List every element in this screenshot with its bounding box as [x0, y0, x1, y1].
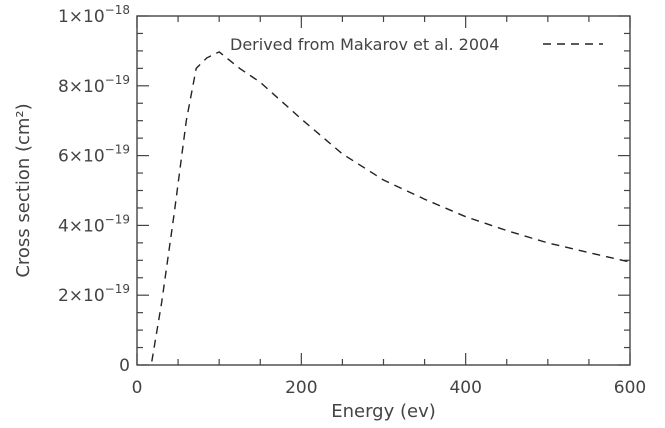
x-tick-label: 200 — [285, 378, 317, 398]
y-tick-label: 6×10−19 — [58, 143, 130, 167]
x-tick-labels: 0 200 400 600 — [132, 378, 647, 398]
plot-frame — [136, 15, 631, 366]
y-tick-label: 1×10−18 — [58, 3, 130, 27]
y-tick-label: 4×10−19 — [58, 212, 130, 236]
x-tick-label: 600 — [614, 378, 646, 398]
x-axis-title: Energy (ev) — [331, 401, 436, 422]
y-tick-label: 8×10−19 — [58, 73, 130, 97]
series-line — [151, 51, 631, 362]
axis-ticks — [136, 15, 631, 366]
y-tick-labels: 0 2×10−19 4×10−19 6×10−19 8×10−19 1×10−18 — [58, 3, 130, 376]
legend-label: Derived from Makarov et al. 2004 — [230, 35, 499, 54]
y-tick-label: 0 — [119, 356, 130, 376]
series-layer — [151, 51, 631, 362]
x-tick-label: 400 — [449, 378, 481, 398]
x-tick-label: 0 — [132, 378, 143, 398]
y-axis-title: Cross section (cm²) — [13, 103, 34, 277]
legend: Derived from Makarov et al. 2004 — [230, 35, 603, 54]
y-tick-label: 2×10−19 — [58, 282, 130, 306]
